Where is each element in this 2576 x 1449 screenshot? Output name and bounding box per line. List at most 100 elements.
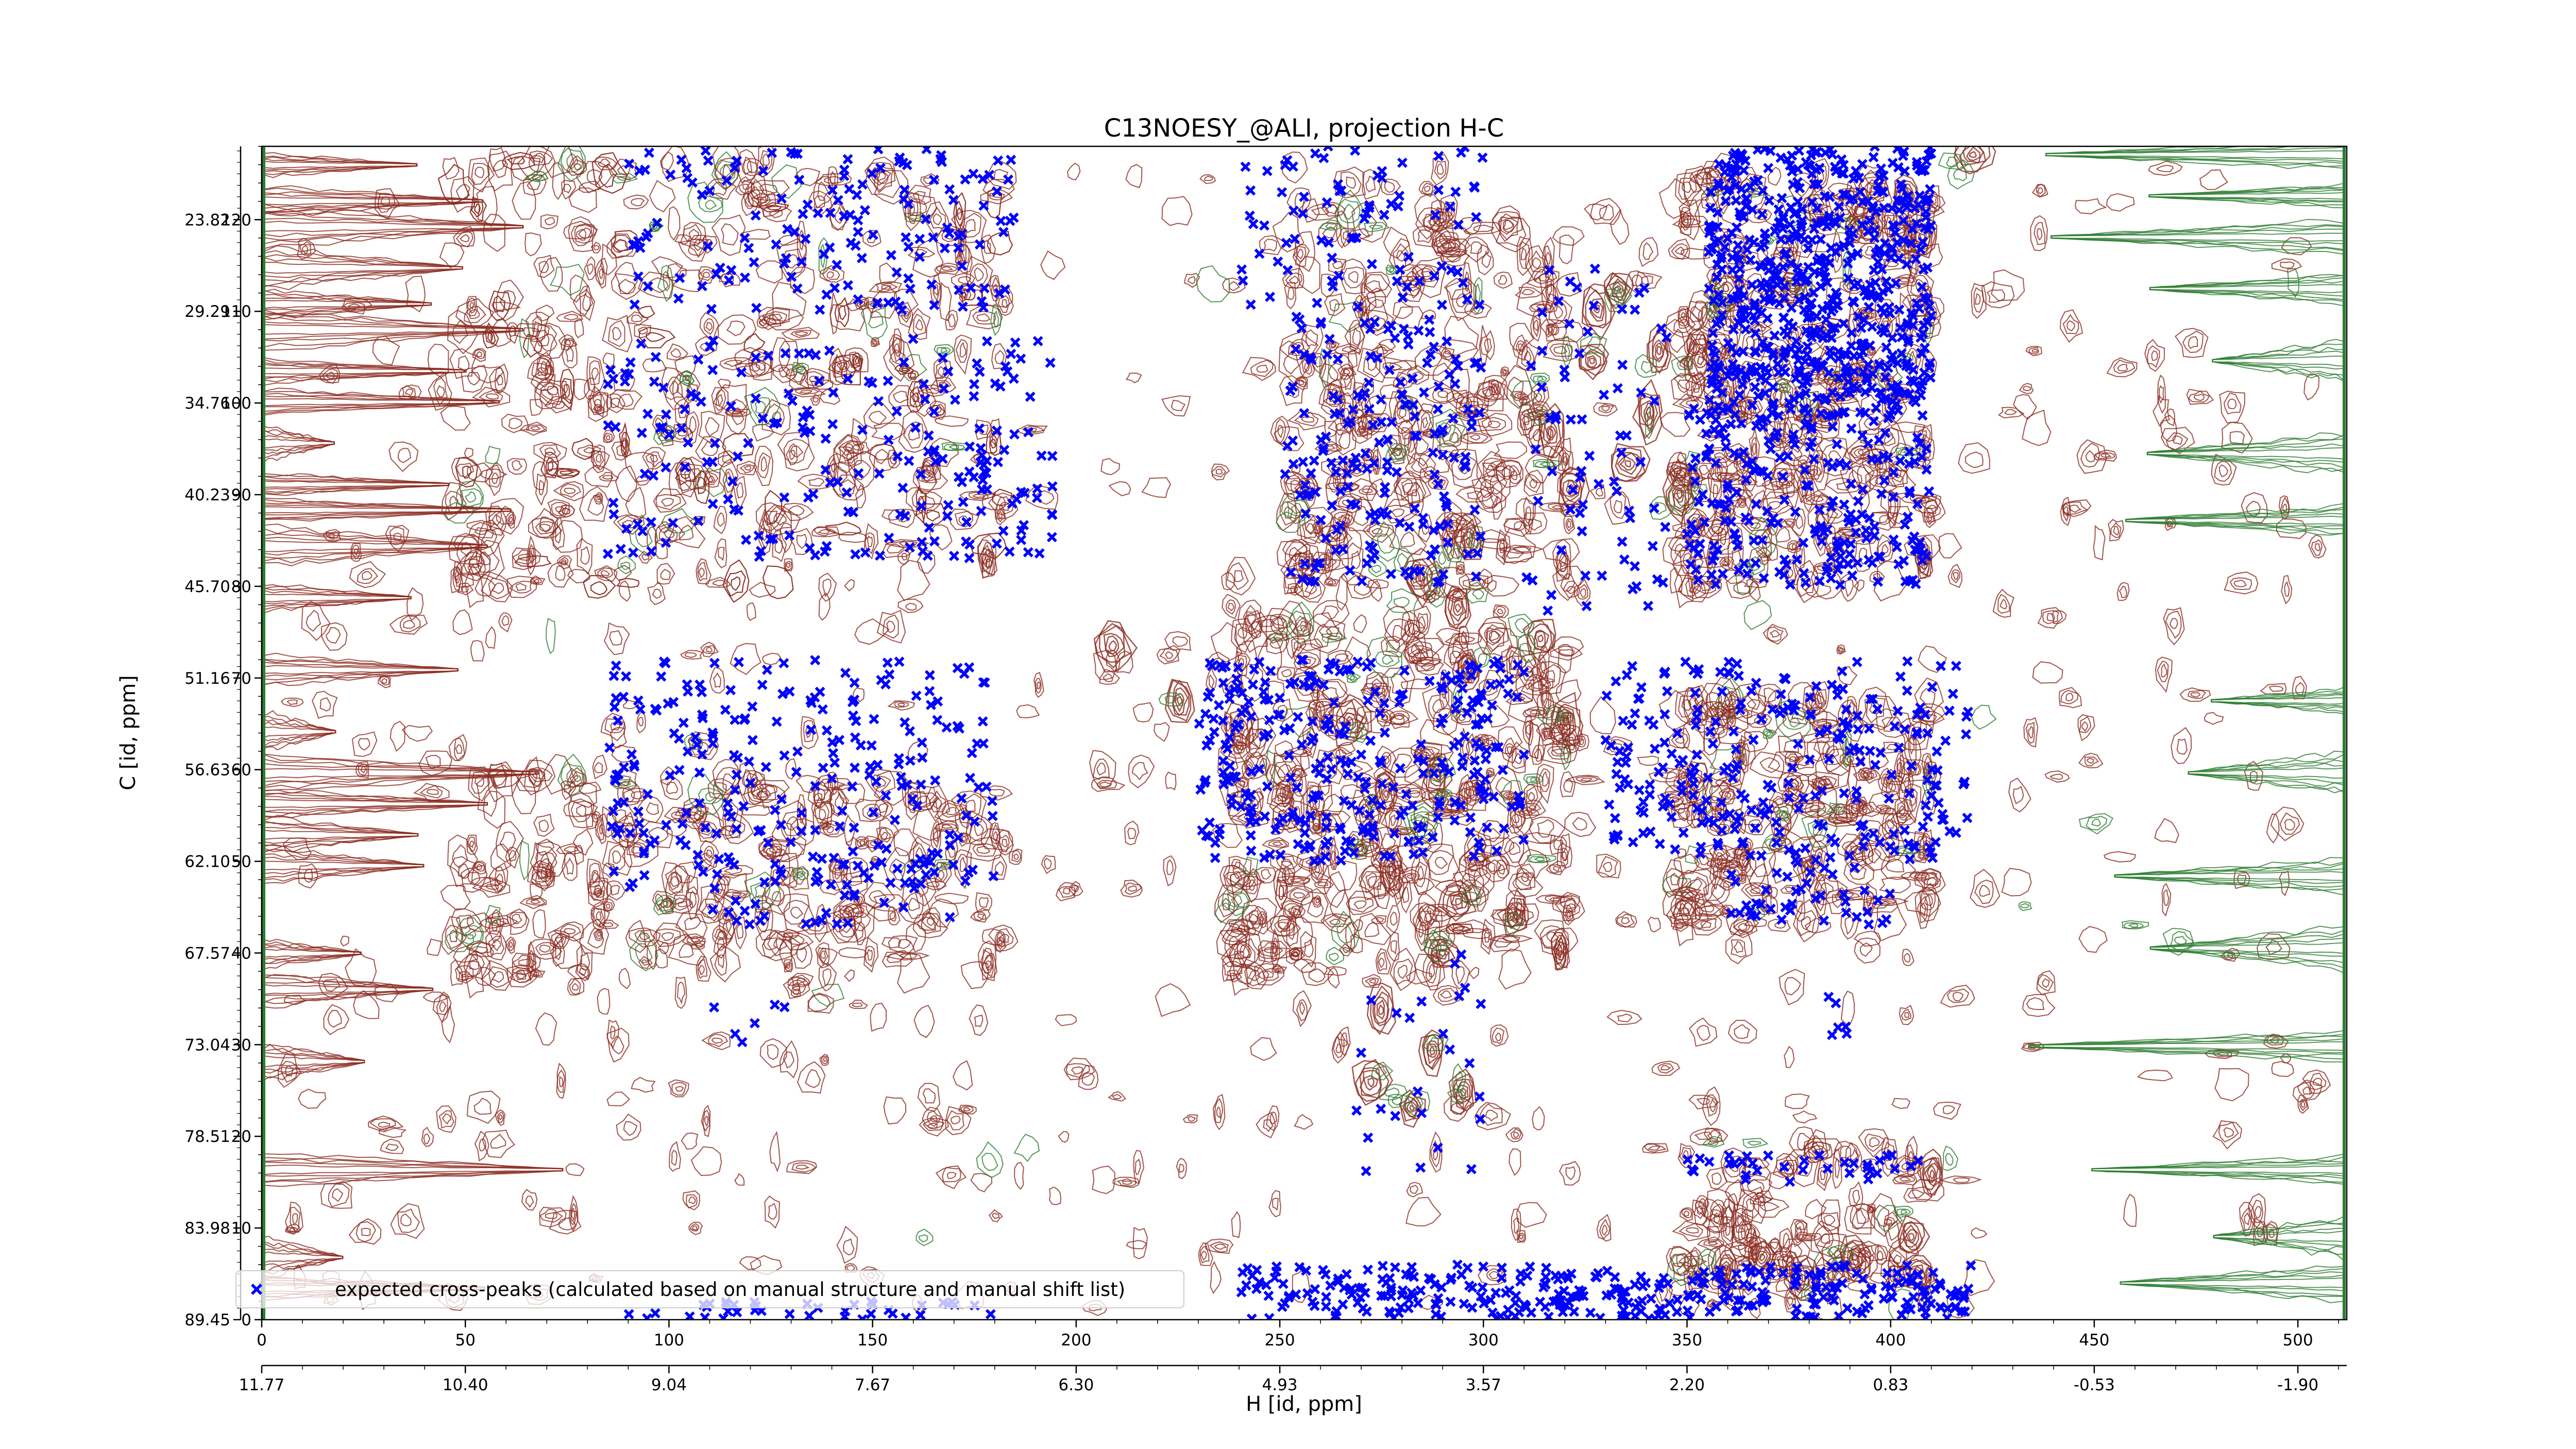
contour-line <box>1528 805 1537 811</box>
contour-line <box>568 782 598 808</box>
contour-line <box>1225 599 1236 615</box>
contour-line <box>1326 626 1340 637</box>
contour-line <box>829 787 850 816</box>
contour-line <box>1357 838 1381 857</box>
contour-line <box>694 336 718 356</box>
contour-line <box>681 1132 699 1150</box>
contour-line <box>803 719 815 742</box>
contour-line <box>1783 740 1801 753</box>
contour-line <box>669 381 680 396</box>
contour-line <box>1733 919 1754 935</box>
contour-line <box>570 1203 577 1226</box>
contour-line <box>1564 812 1597 837</box>
contour-line <box>623 1121 638 1136</box>
contour-line <box>579 918 609 955</box>
contour-line <box>868 310 884 329</box>
contour-line <box>1330 911 1360 952</box>
contour-line <box>1334 512 1350 527</box>
contour-line <box>778 853 799 889</box>
contour-line <box>1410 656 1443 667</box>
contour-line <box>592 887 605 898</box>
contour-line <box>925 387 940 394</box>
contour-line <box>1572 817 1587 831</box>
contour-line <box>2036 228 2043 241</box>
contour-line <box>1518 401 1543 440</box>
contour-line <box>1487 934 1533 943</box>
contour-line <box>2218 1121 2239 1143</box>
contour-line <box>418 750 453 777</box>
contour-line <box>1316 710 1321 722</box>
contour-line <box>492 582 504 595</box>
contour-line <box>569 770 584 787</box>
contour-line <box>1040 250 1066 280</box>
contour-line <box>1461 780 1472 804</box>
contour-line <box>2214 1068 2249 1102</box>
contour-line <box>868 890 887 904</box>
contour-line <box>512 549 537 565</box>
contour-line <box>911 392 920 402</box>
contour-line <box>1230 919 1257 936</box>
contour-line <box>897 952 930 994</box>
contour-line <box>616 578 640 588</box>
contour-line <box>476 351 483 358</box>
contour-line <box>1564 774 1605 785</box>
contour-line <box>1560 891 1581 909</box>
contour-line <box>2160 414 2177 442</box>
contour-line <box>1658 178 1691 219</box>
contour-line <box>1501 737 1517 764</box>
contour-line <box>631 791 645 800</box>
contour-line <box>2060 496 2071 526</box>
contour-line <box>637 795 664 823</box>
contour-line <box>1435 810 1461 817</box>
contour-line <box>1390 940 1397 955</box>
contour-line <box>1792 508 1806 537</box>
contour-line <box>2300 1100 2306 1108</box>
contour-line <box>1466 742 1474 756</box>
contour-line <box>934 800 967 822</box>
contour-line <box>1294 231 1316 273</box>
contour-line <box>656 563 675 585</box>
contour-line <box>1250 1037 1277 1061</box>
contour-line <box>2271 1060 2294 1077</box>
contour-line <box>1306 329 1318 347</box>
contour-line <box>1672 919 1689 932</box>
contour-line <box>505 936 516 954</box>
contour-line <box>523 327 540 338</box>
contour-line <box>961 836 967 842</box>
contour-line <box>897 598 924 613</box>
contour-line <box>1505 890 1526 919</box>
contour-line <box>1987 289 2005 303</box>
contour-line <box>783 1051 795 1069</box>
contour-line <box>930 376 957 393</box>
contour-line <box>1294 412 1319 427</box>
contour-line <box>488 498 524 535</box>
contour-line <box>559 1075 564 1088</box>
contour-line <box>1280 151 1308 184</box>
contour-line <box>1558 234 1574 264</box>
contour-line <box>494 367 506 394</box>
contour-line <box>1880 854 1917 880</box>
contour-line <box>1826 508 1843 519</box>
contour-line <box>708 1033 728 1048</box>
contour-line <box>980 947 994 973</box>
contour-line <box>1210 621 1243 663</box>
contour-line <box>1013 1134 1040 1162</box>
contour-line <box>1331 850 1335 863</box>
contour-line <box>1749 580 1761 602</box>
contour-line <box>1807 771 1840 790</box>
contour-line <box>2059 309 2083 343</box>
contour-line <box>888 906 901 926</box>
contour-line <box>1762 624 1788 645</box>
contour-line <box>1688 582 1701 595</box>
contour-line <box>761 930 801 962</box>
contour-line <box>982 551 989 566</box>
contour-line <box>675 1086 684 1092</box>
contour-line <box>739 1256 761 1270</box>
contour-line <box>668 206 681 241</box>
contour-line <box>2193 394 2205 401</box>
contour-line <box>1481 417 1506 431</box>
contour-line <box>1479 1103 1503 1126</box>
contour-line <box>934 820 959 833</box>
contour-line <box>2164 408 2176 427</box>
contour-line <box>1480 837 1515 855</box>
